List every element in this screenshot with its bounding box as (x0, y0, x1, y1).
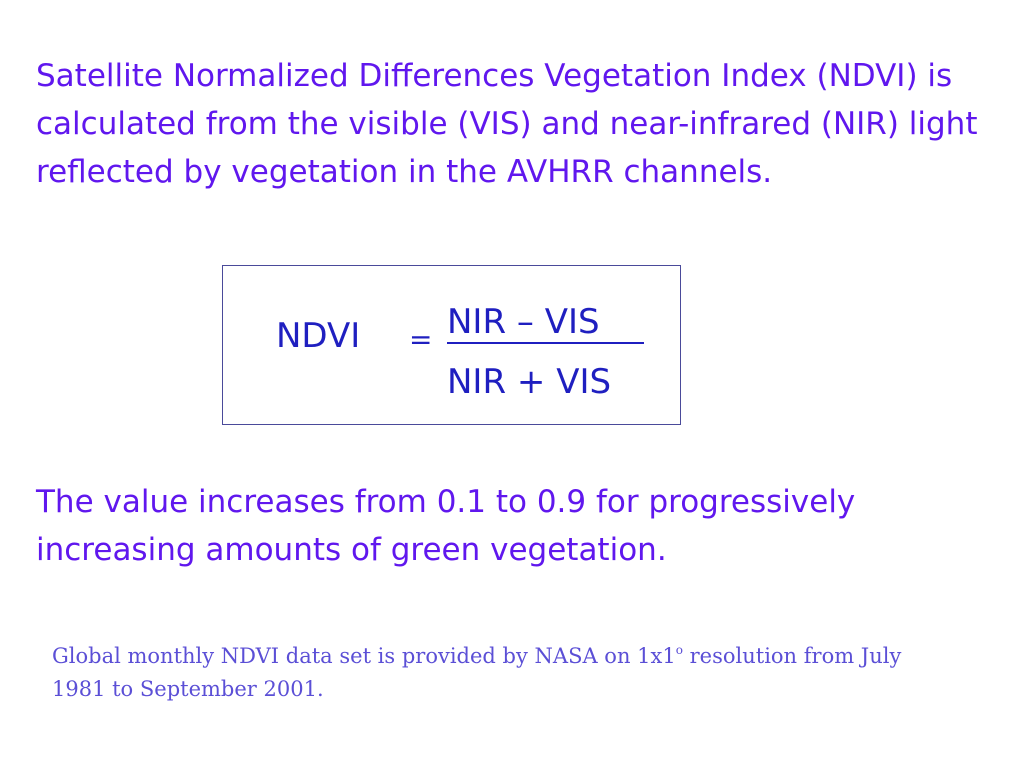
ndvi-formula-box: NDVI = NIR – VIS NIR + VIS (222, 265, 681, 425)
degree-superscript: o (675, 643, 683, 657)
formula-denominator: NIR + VIS (447, 362, 612, 402)
fraction-bar (447, 342, 644, 344)
intro-paragraph: Satellite Normalized Differences Vegetat… (36, 58, 978, 190)
formula-lhs: NDVI (276, 316, 361, 356)
formula-equals-sign: = (409, 323, 433, 356)
value-range-paragraph: The value increases from 0.1 to 0.9 for … (36, 484, 856, 568)
formula-numerator: NIR – VIS (447, 302, 600, 342)
data-source-note: Global monthly NDVI data set is provided… (52, 640, 952, 706)
source-note-text-start: Global monthly NDVI data set is provided… (52, 644, 676, 668)
source-note-text-end: resolution from July 1981 to September 2… (52, 644, 902, 701)
